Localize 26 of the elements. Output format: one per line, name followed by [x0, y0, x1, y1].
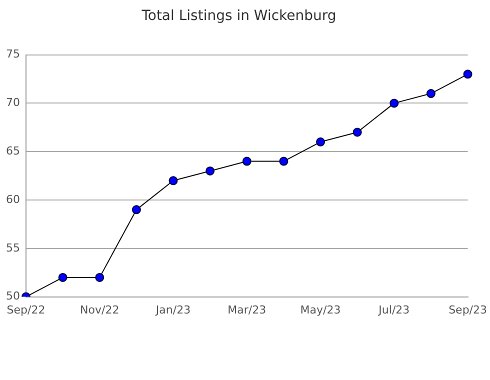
point [279, 156, 288, 166]
point [426, 89, 436, 98]
y-tick-label: 70 [6, 96, 20, 110]
point [58, 272, 68, 282]
chart-title: Total Listings in Wickenburg [140, 8, 336, 24]
x-tick-label: Jan/23 [154, 303, 191, 316]
point [242, 156, 252, 166]
point [132, 205, 141, 214]
point [95, 272, 104, 282]
point [206, 166, 215, 176]
point [390, 98, 399, 108]
x-tick-label: Nov/22 [80, 303, 120, 316]
point [352, 128, 362, 137]
point [463, 70, 472, 79]
x-tick-label: Sep/22 [6, 303, 46, 316]
y-tick-label: 55 [6, 241, 20, 254]
point [316, 137, 326, 146]
y-tick-label: 75 [6, 48, 20, 61]
x-tick-label: Mar/23 [228, 303, 266, 316]
point [168, 176, 178, 186]
y-tick-label: 65 [6, 144, 20, 158]
x-tick-label: Jul/23 [378, 303, 410, 316]
y-tick-label: 60 [6, 192, 20, 206]
y-tick-label: 50 [6, 290, 20, 303]
x-tick-label: Sep/23 [448, 303, 487, 316]
x-tick-label: May/23 [300, 303, 341, 316]
